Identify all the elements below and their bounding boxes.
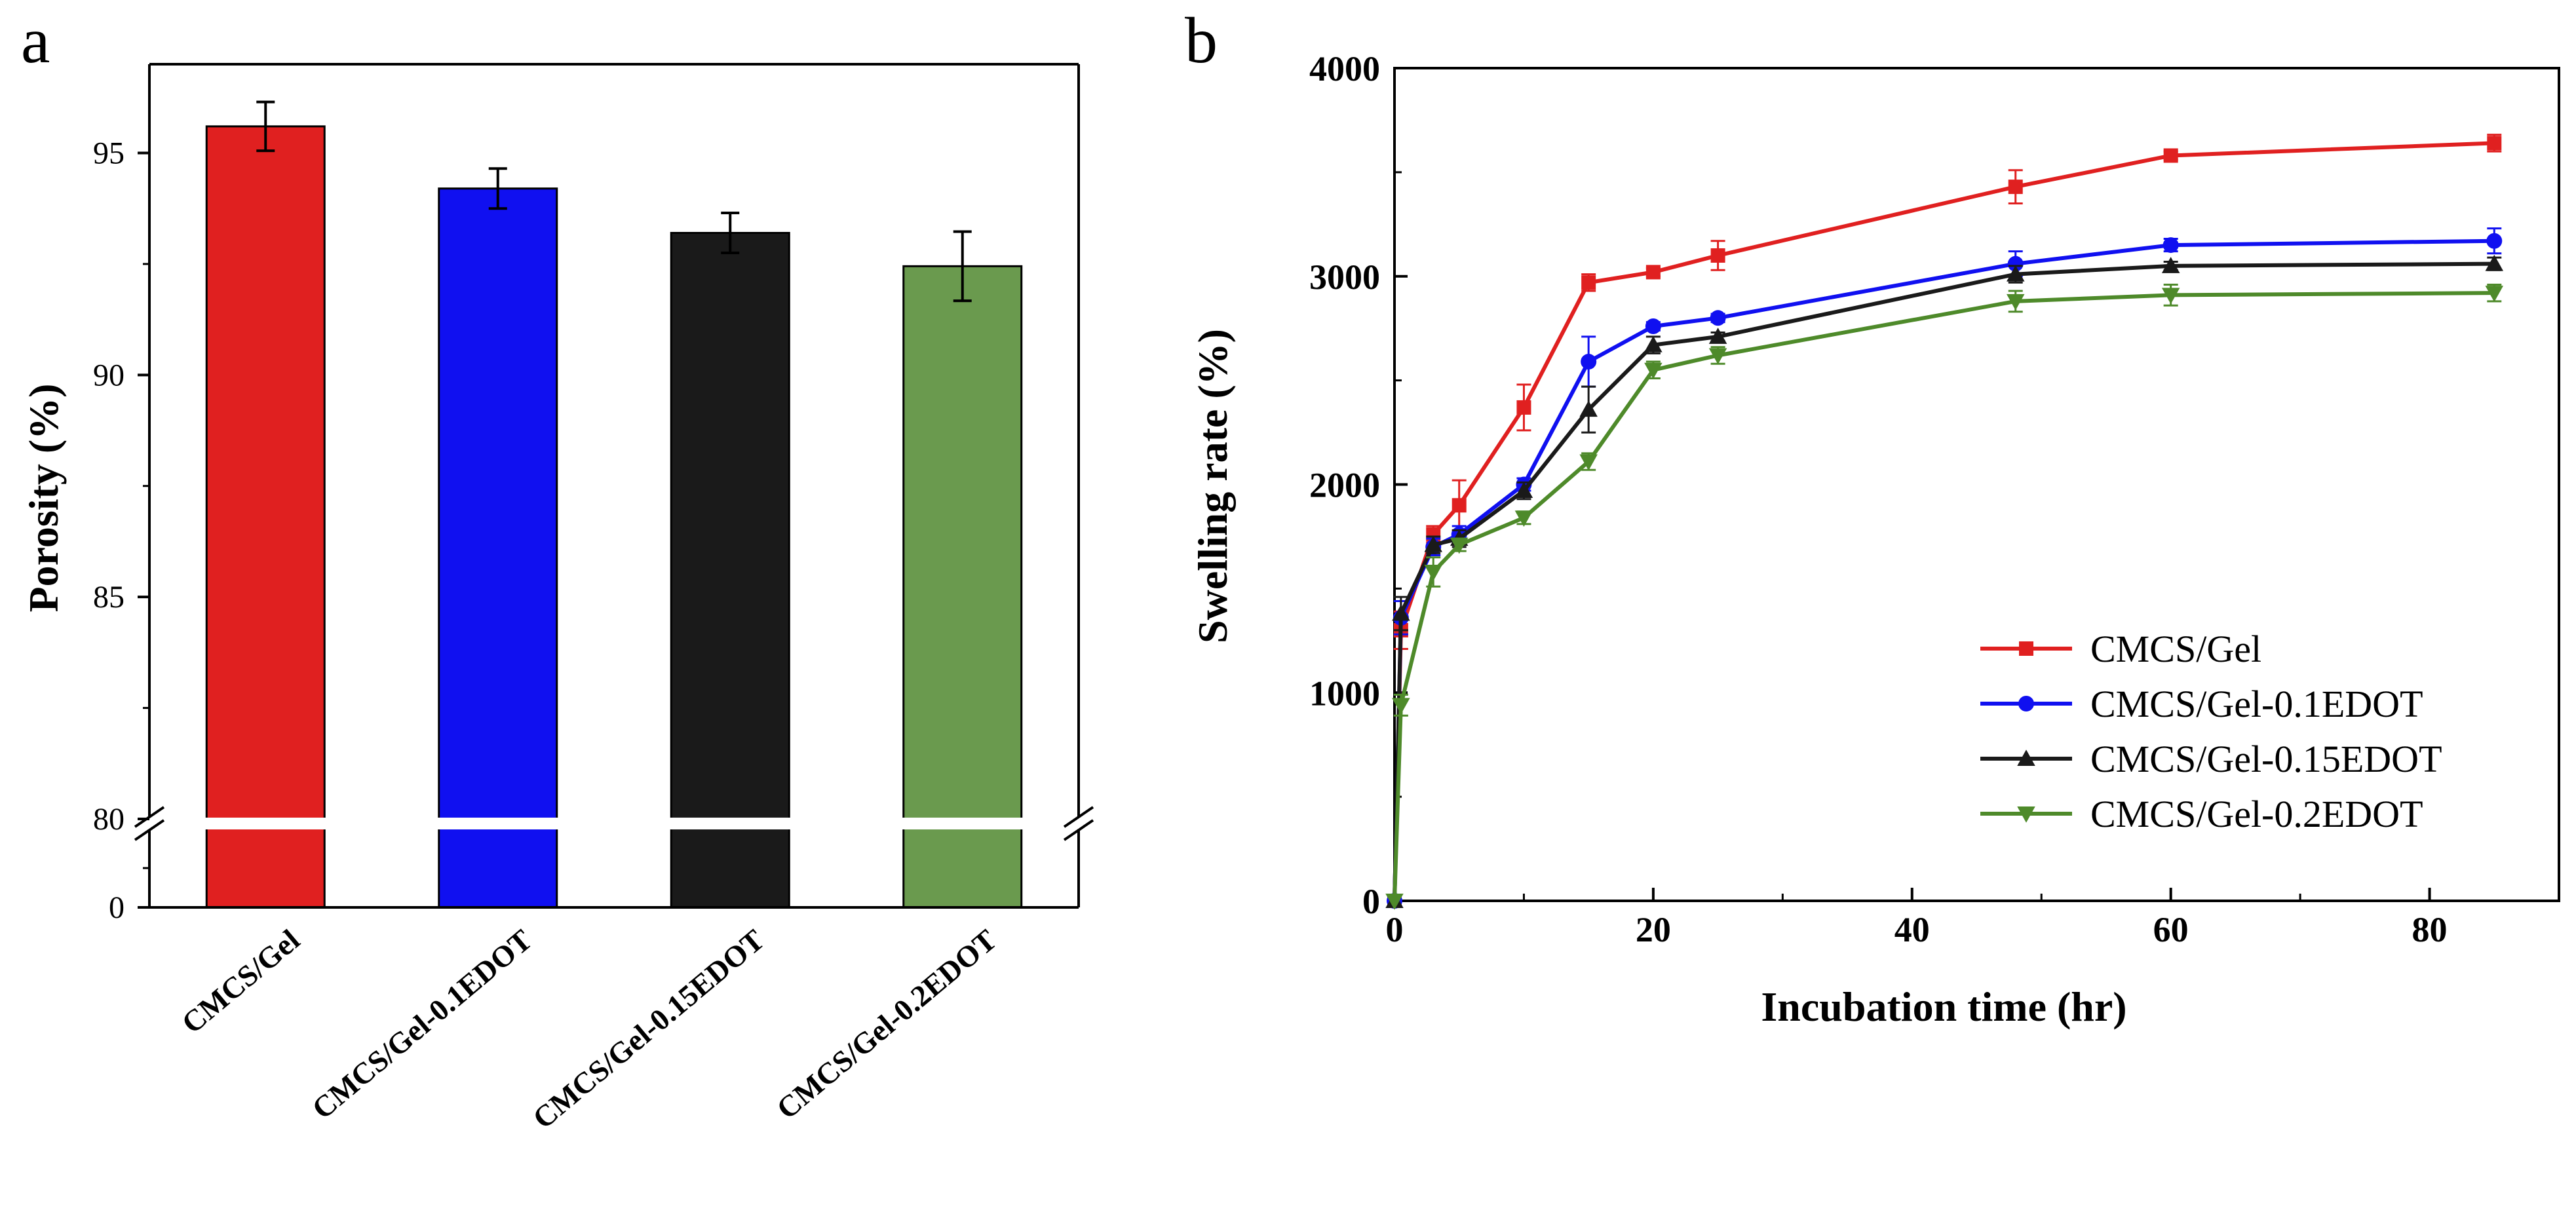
- marker-triangle-up: [1579, 400, 1598, 417]
- x-tick-label: 40: [1894, 910, 1930, 949]
- marker-triangle-up: [2161, 257, 2180, 273]
- axis-ticks: 0 20 40 60 80 0 1000 2000 3000 4000: [1309, 49, 2448, 949]
- marker-circle: [1710, 310, 1726, 326]
- break-mark-left: [134, 806, 165, 828]
- break-mark-right: [1063, 806, 1094, 828]
- panel-a-letter: a: [21, 4, 50, 77]
- marker-circle: [2018, 696, 2034, 711]
- marker-triangle-down: [1708, 348, 1727, 365]
- panel-b-letter: b: [1185, 4, 1218, 77]
- y-axis-ticks: 80 85 90 95 0: [93, 136, 149, 925]
- marker-triangle-up: [1514, 482, 1533, 499]
- marker-circle: [2163, 237, 2179, 254]
- category-label: CMCS/Gel-0.1EDOT: [305, 923, 538, 1126]
- y-tick-label: 90: [93, 358, 125, 392]
- series-CMCS/Gel-0.2EDOT: [1385, 283, 2504, 910]
- y-tick-label: 4000: [1309, 49, 1380, 88]
- break-mark-left: [134, 819, 165, 841]
- series-line: [1393, 141, 2495, 901]
- y-tick-label: 1000: [1309, 673, 1380, 713]
- y-tick-label: 2000: [1309, 466, 1380, 505]
- series-CMCS/Gel: [1387, 134, 2502, 908]
- series-group: [1385, 134, 2504, 910]
- error-bar-group: [256, 100, 972, 303]
- marker-triangle-down: [1385, 894, 1404, 910]
- marker-square: [1516, 400, 1531, 415]
- legend-label: CMCS/Gel-0.1EDOT: [2090, 683, 2423, 725]
- axis-break-band: [151, 818, 1077, 829]
- marker-triangle-up: [2017, 749, 2035, 766]
- break-mark-right: [1063, 819, 1094, 841]
- y-tick-label: 0: [1362, 882, 1380, 921]
- marker-triangle-up: [1392, 604, 1410, 621]
- y-axis-title: Porosity (%): [20, 384, 67, 613]
- marker-circle: [1645, 318, 1661, 335]
- x-tick-label: 0: [1386, 910, 1404, 949]
- x-category-labels: CMCS/Gel CMCS/Gel-0.1EDOTCMCS/Gel-0.15EDO…: [176, 923, 1003, 1135]
- legend: CMCS/Gel CMCS/Gel-0.1EDOT CMCS/Gel-0.15EDO…: [1980, 628, 2442, 835]
- marker-triangle-down: [2161, 288, 2180, 305]
- marker-triangle-up: [1644, 335, 1663, 352]
- marker-triangle-down: [1514, 510, 1533, 527]
- marker-triangle-down: [1450, 537, 1469, 554]
- marker-triangle-down: [1392, 698, 1410, 715]
- bar: [205, 125, 326, 909]
- bar: [670, 232, 790, 909]
- marker-triangle-up: [1708, 328, 1727, 344]
- legend-label: CMCS/Gel: [2090, 628, 2261, 670]
- marker-square: [2487, 136, 2502, 151]
- marker-square: [1581, 275, 1596, 290]
- marker-triangle-down: [2017, 806, 2035, 823]
- category-label: CMCS/Gel: [176, 923, 306, 1040]
- marker-square: [1451, 498, 1467, 513]
- y-tick-label: 0: [109, 890, 125, 925]
- marker-triangle-down: [1644, 362, 1663, 379]
- marker-triangle-down: [1424, 564, 1442, 581]
- bar: [902, 265, 1023, 909]
- x-tick-label: 20: [1636, 910, 1671, 949]
- y-tick-label: 85: [93, 580, 125, 615]
- legend-label: CMCS/Gel-0.15EDOT: [2090, 738, 2442, 780]
- category-label: CMCS/Gel-0.2EDOT: [770, 923, 1003, 1126]
- marker-triangle-down: [2006, 294, 2025, 311]
- y-axis-title: Swelling rate (%): [1189, 329, 1236, 643]
- bar: [438, 187, 558, 909]
- legend-label: CMCS/Gel-0.2EDOT: [2090, 793, 2423, 835]
- bar-group: [205, 125, 1023, 909]
- marker-circle: [2007, 256, 2024, 272]
- x-tick-label: 60: [2153, 910, 2189, 949]
- marker-circle: [1581, 354, 1597, 370]
- y-tick-label: 3000: [1309, 257, 1380, 297]
- marker-triangle-up: [2485, 254, 2504, 271]
- marker-square: [2163, 148, 2178, 163]
- y-tick-label: 80: [93, 802, 125, 837]
- marker-square: [1645, 265, 1661, 280]
- marker-triangle-down: [2485, 286, 2504, 302]
- marker-triangle-down: [1579, 454, 1598, 471]
- marker-circle: [2486, 233, 2503, 249]
- x-tick-label: 80: [2412, 910, 2448, 949]
- y-tick-label: 95: [93, 136, 125, 171]
- marker-triangle-up: [2006, 265, 2025, 282]
- x-axis-title: Incubation time (hr): [1761, 983, 2126, 1030]
- marker-square: [1710, 248, 1725, 263]
- marker-square: [2008, 180, 2023, 195]
- axes-frame: [134, 63, 1094, 909]
- marker-square: [2019, 641, 2033, 656]
- marker-triangle-up: [1424, 535, 1442, 552]
- category-label: CMCS/Gel-0.15EDOT: [526, 923, 770, 1135]
